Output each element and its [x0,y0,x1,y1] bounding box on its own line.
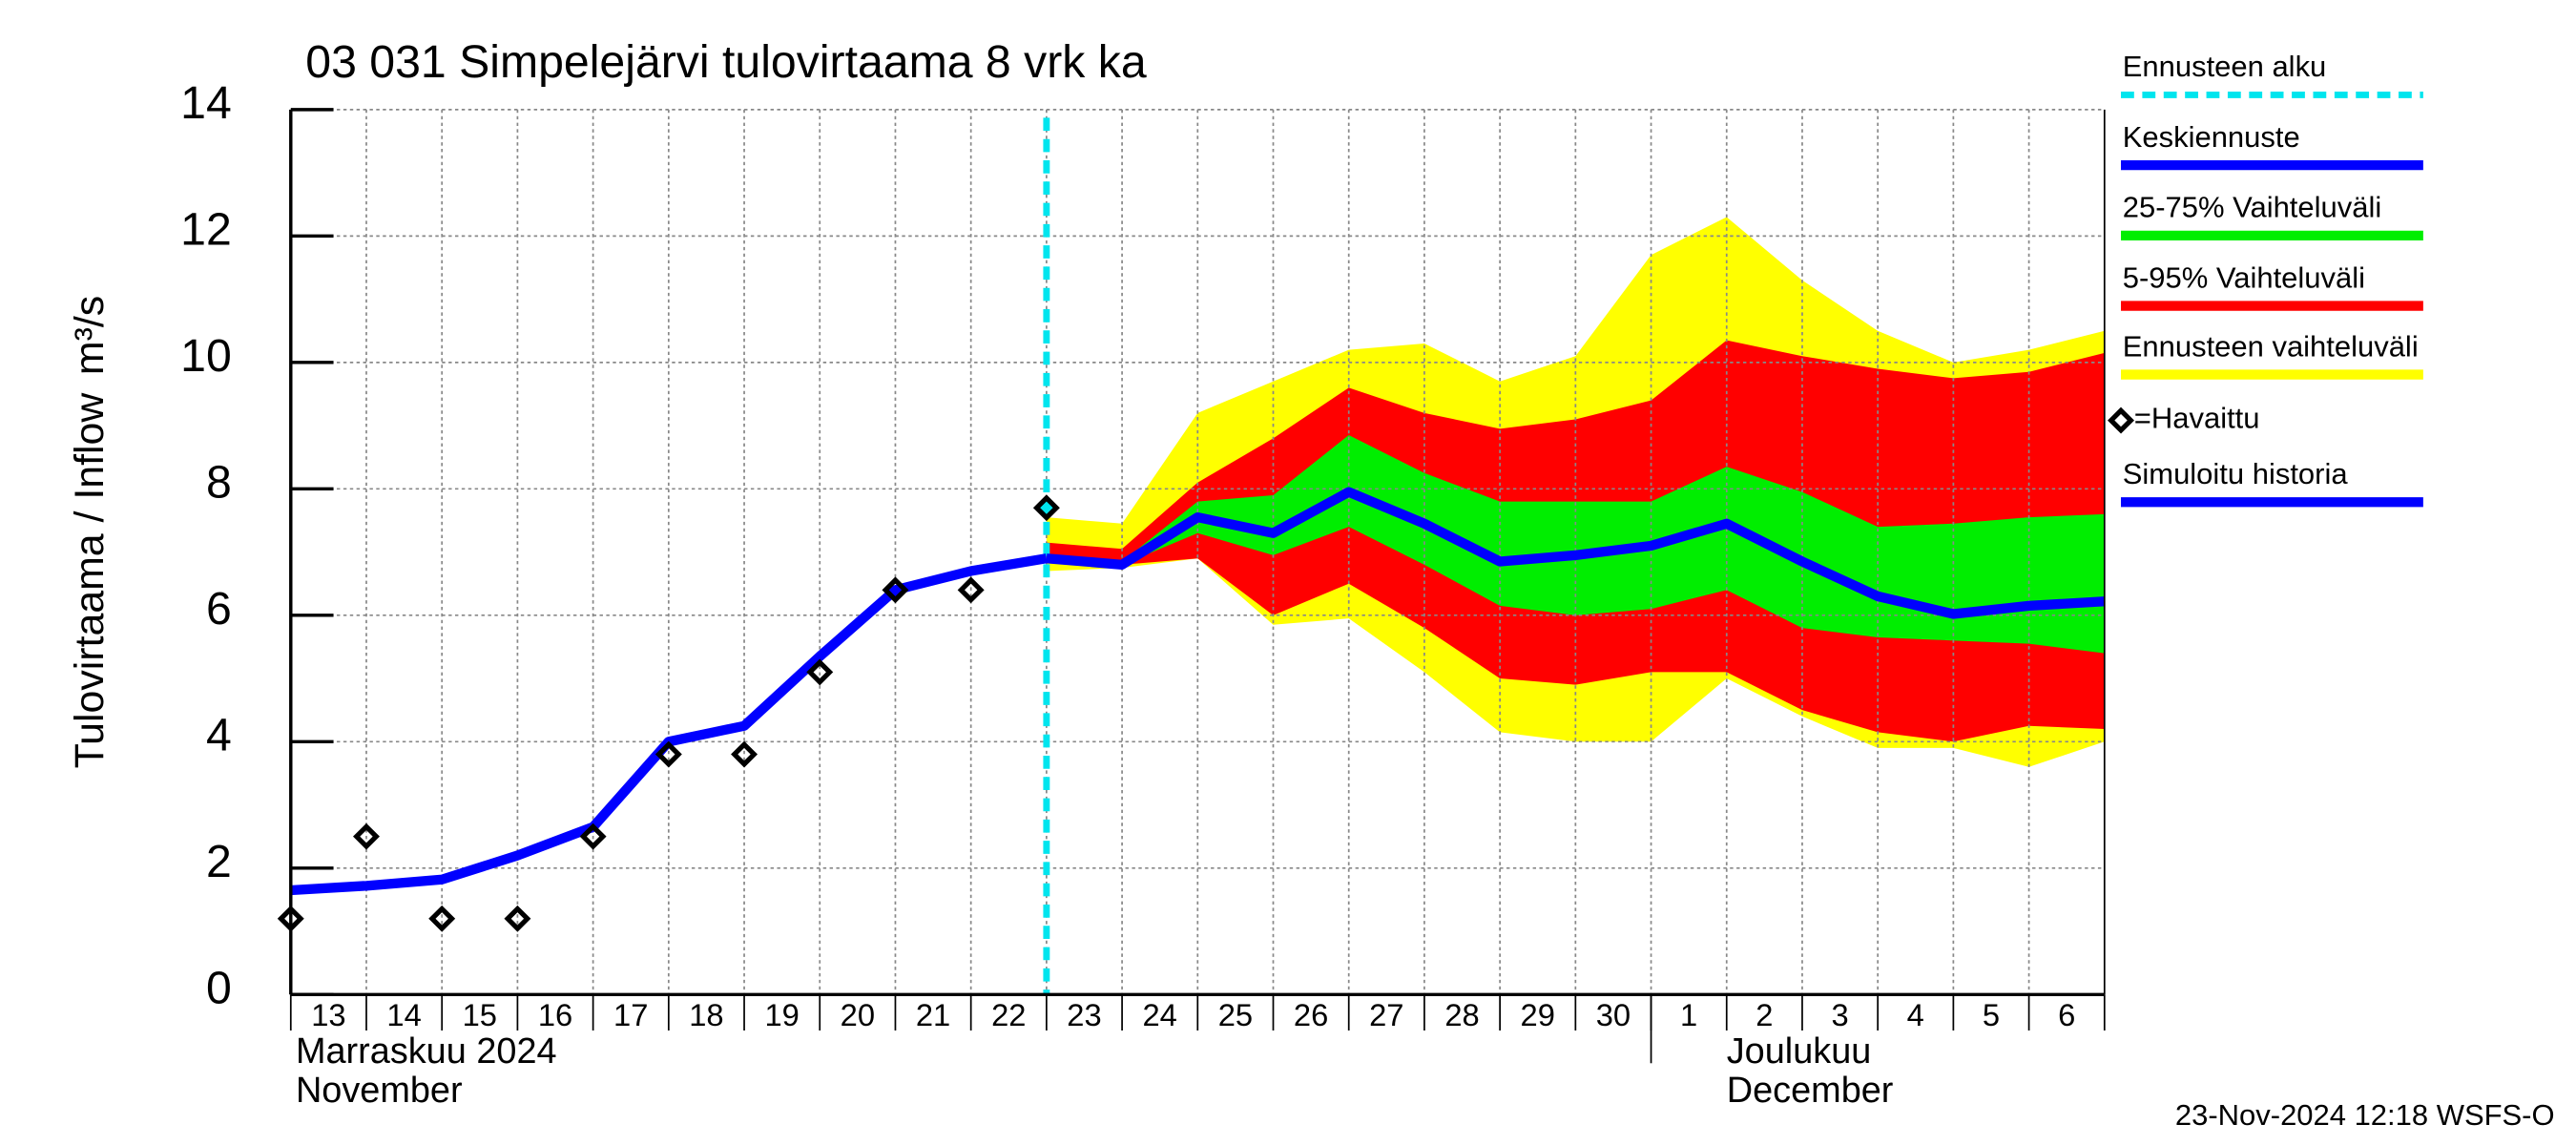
x-tick-label: 18 [689,997,723,1032]
x-tick-label: 15 [463,997,497,1032]
observed-point [353,822,380,850]
x-tick-label: 5 [1983,997,2000,1032]
y-tick-label: 8 [206,457,232,509]
x-tick-label: 29 [1521,997,1555,1032]
y-tick-label: 12 [180,204,232,256]
x-tick-label: 25 [1218,997,1253,1032]
y-tick-label: 2 [206,836,232,887]
x-tick-label: 27 [1369,997,1403,1032]
observed-point [882,576,909,604]
x-tick-label: 19 [764,997,799,1032]
observed-point [957,576,985,604]
observed-point [1032,494,1060,522]
y-tick-label: 14 [180,77,232,129]
legend-label: Ennusteen vaihteluväli [2123,329,2419,363]
x-tick-label: 22 [991,997,1026,1032]
observed-point [806,658,834,686]
x-tick-label: 13 [311,997,345,1032]
x-tick-label: 30 [1596,997,1631,1032]
observed-point [654,740,682,768]
x-tick-label: 3 [1831,997,1848,1032]
observed-point [428,905,456,932]
x-tick-label: 1 [1680,997,1697,1032]
x-tick-label: 23 [1067,997,1101,1032]
legend-marker [2108,406,2135,434]
observed-point [579,822,607,850]
observed-point [504,905,531,932]
y-axis-unit: m³/s [67,296,113,375]
observed-point [731,740,758,768]
y-tick-label: 10 [180,330,232,382]
month-label: Marraskuu 2024 [296,1031,557,1072]
y-tick-label: 0 [206,963,232,1014]
x-tick-label: 26 [1294,997,1328,1032]
x-tick-label: 4 [1907,997,1924,1032]
legend-label: 25-75% Vaihteluväli [2123,191,2381,224]
x-tick-label: 20 [841,997,875,1032]
x-tick-label: 2 [1755,997,1773,1032]
x-tick-label: 16 [538,997,572,1032]
timestamp: 23-Nov-2024 12:18 WSFS-O [2175,1098,2555,1132]
legend-label: 5-95% Vaihteluväli [2123,260,2365,294]
month-label: Joulukuu [1727,1031,1872,1072]
month-label-en: December [1727,1071,1894,1111]
legend-label: Simuloitu historia [2123,457,2349,490]
legend-label: Ennusteen alku [2123,50,2327,83]
x-tick-label: 17 [613,997,648,1032]
chart-title: 03 031 Simpelejärvi tulovirtaama 8 vrk k… [305,36,1147,88]
x-tick-label: 21 [916,997,950,1032]
series-line [1046,487,2106,619]
legend-label: =Havaittu [2134,402,2260,435]
x-tick-label: 28 [1444,997,1479,1032]
x-tick-label: 14 [386,997,421,1032]
month-label-en: November [296,1071,463,1111]
y-tick-label: 4 [206,710,232,761]
x-tick-label: 6 [2058,997,2075,1032]
y-axis-label: Tulovirtaama / Inflow [67,392,113,769]
x-tick-label: 24 [1142,997,1176,1032]
legend-label: Keskiennuste [2123,120,2300,154]
y-tick-label: 6 [206,583,232,635]
